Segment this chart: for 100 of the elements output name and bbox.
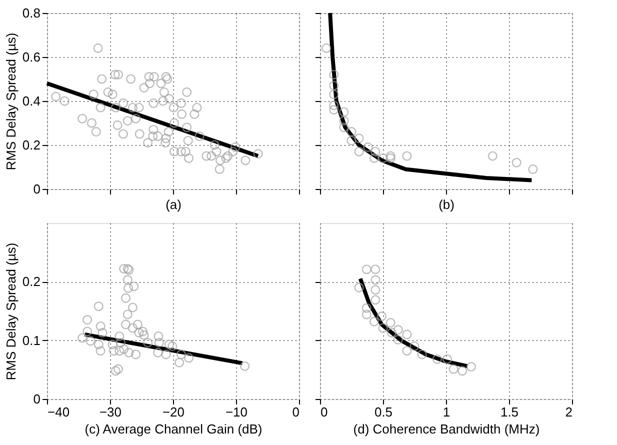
point	[370, 295, 380, 305]
point	[346, 136, 356, 146]
point	[370, 275, 380, 285]
point	[369, 153, 379, 163]
x-tick-label: 1	[442, 404, 450, 420]
point	[116, 338, 126, 348]
point	[378, 323, 388, 333]
point	[94, 340, 104, 350]
point	[448, 364, 458, 374]
point	[376, 312, 387, 322]
x-tick-label: −40	[48, 404, 70, 420]
y-tick-label: 0.6	[22, 50, 40, 64]
point	[393, 334, 403, 345]
x-tick-label: 2	[565, 404, 572, 420]
point	[488, 151, 498, 161]
point	[124, 348, 134, 358]
point	[363, 142, 373, 152]
x-axis-title: (a)	[166, 197, 182, 212]
point	[132, 320, 143, 330]
point	[86, 336, 96, 346]
point	[98, 328, 108, 338]
y-tick-label: 0	[33, 182, 40, 196]
point	[329, 105, 339, 115]
point	[82, 315, 92, 325]
y-tick-label: 0	[33, 392, 40, 406]
x-tick-label: 0	[320, 404, 328, 420]
point	[329, 80, 339, 90]
y-axis-title: RMS Delay Spread (µs)	[3, 242, 18, 380]
point	[402, 330, 412, 340]
point	[354, 282, 364, 292]
point	[442, 354, 452, 364]
point	[339, 107, 349, 117]
point	[354, 146, 364, 156]
point	[114, 346, 124, 356]
point	[168, 341, 178, 351]
point	[131, 350, 141, 360]
point	[128, 302, 138, 312]
point	[386, 318, 396, 328]
point	[110, 366, 120, 376]
point	[119, 344, 129, 354]
x-tick-label: 1.5	[500, 404, 519, 420]
point	[362, 264, 372, 274]
point	[466, 362, 476, 372]
point	[96, 321, 106, 332]
x-tick-label: −30	[99, 404, 122, 420]
point	[512, 158, 522, 168]
point	[119, 264, 129, 274]
point	[129, 282, 139, 292]
point	[113, 364, 123, 374]
x-axis-title: (b)	[438, 197, 454, 212]
point	[122, 275, 132, 285]
x-axis-title: (d) Coherence Bandwidth (MHz)	[353, 422, 540, 436]
point	[123, 283, 134, 293]
point	[346, 127, 356, 137]
x-tick-label: −20	[162, 404, 185, 420]
point	[154, 331, 164, 341]
point	[138, 326, 148, 336]
point	[108, 340, 118, 350]
point	[114, 331, 124, 341]
point	[128, 323, 138, 333]
point	[387, 328, 397, 338]
point	[378, 153, 388, 163]
point	[77, 333, 88, 343]
point	[417, 350, 427, 360]
point	[154, 338, 164, 348]
point	[370, 264, 380, 274]
point	[108, 346, 119, 356]
y-axis-title: RMS Delay Spread (µs)	[3, 32, 18, 170]
point	[139, 330, 149, 340]
point	[528, 164, 538, 174]
point	[402, 151, 412, 161]
point	[329, 90, 339, 100]
point	[354, 134, 364, 144]
y-tick-label: 0.2	[22, 274, 40, 290]
point	[240, 361, 250, 371]
point	[120, 320, 131, 330]
point	[164, 340, 174, 350]
x-axis-title: (c) Average Channel Gain (dB)	[84, 422, 262, 436]
point	[134, 328, 144, 338]
point	[369, 316, 379, 326]
point	[432, 354, 442, 364]
point	[339, 116, 349, 126]
x-tick-label: 0.5	[374, 404, 393, 420]
point	[94, 302, 104, 312]
point	[153, 348, 163, 358]
point	[82, 326, 92, 336]
point	[120, 293, 131, 303]
point	[174, 358, 184, 368]
y-tick-label: 0.2	[22, 138, 40, 152]
point	[184, 353, 194, 363]
point	[370, 285, 380, 295]
y-tick-label: 0.4	[22, 94, 40, 108]
point	[161, 350, 171, 360]
point	[458, 366, 468, 376]
point	[329, 70, 339, 80]
x-tick-label: −10	[225, 404, 248, 420]
point	[176, 350, 186, 360]
point	[402, 346, 412, 356]
point	[393, 325, 403, 335]
x-tick-label: 0	[292, 404, 300, 420]
